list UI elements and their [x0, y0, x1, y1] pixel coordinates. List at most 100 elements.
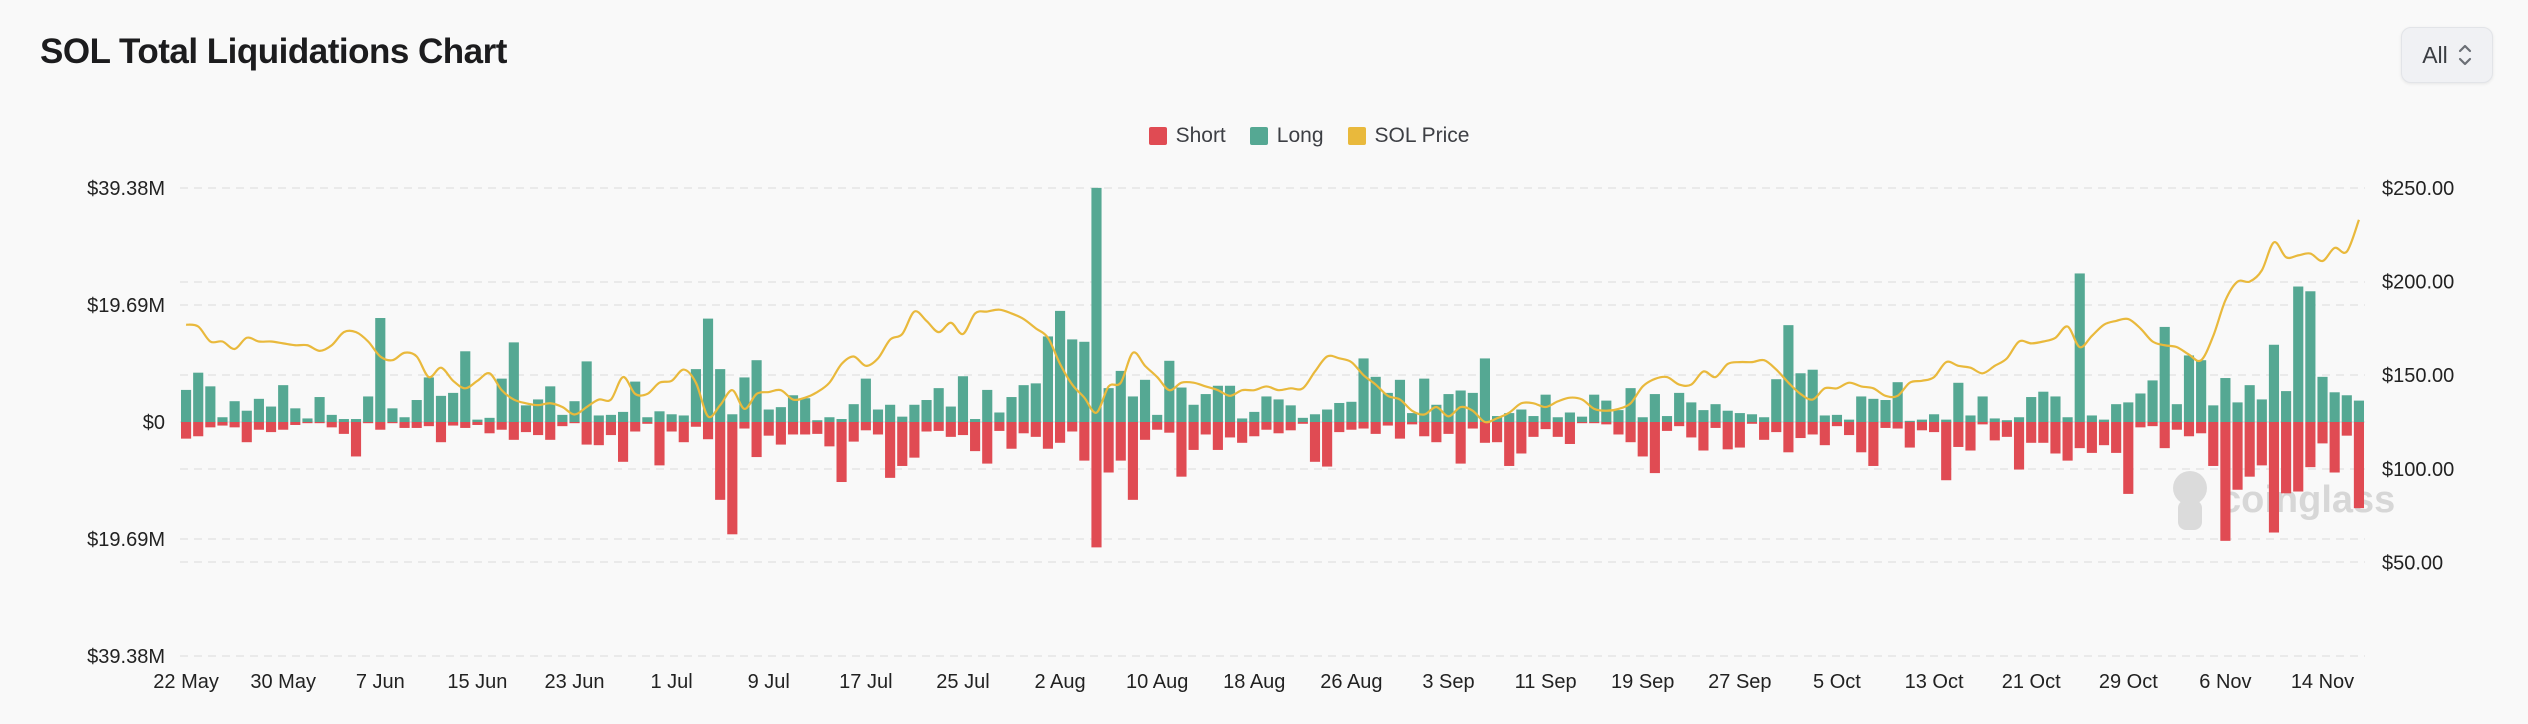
long-bar	[326, 414, 337, 422]
short-bar	[848, 422, 859, 442]
short-bar	[1929, 422, 1940, 433]
long-bar	[1941, 419, 1952, 422]
short-bar	[326, 422, 337, 428]
short-bar	[1127, 422, 1138, 500]
long-bar	[411, 400, 422, 422]
long-bar	[872, 409, 884, 422]
long-bar	[205, 386, 216, 422]
short-bar	[751, 422, 762, 458]
long-bar	[1807, 369, 1818, 422]
long-bar	[265, 406, 277, 422]
long-bar	[1103, 388, 1114, 422]
short-bar	[229, 422, 240, 428]
time-range-select[interactable]: All	[2401, 27, 2493, 83]
long-bar	[1892, 382, 1903, 422]
short-bar	[290, 422, 301, 425]
long-bar	[933, 388, 944, 422]
short-bar	[678, 422, 689, 443]
long-bar	[1977, 396, 1988, 422]
short-bar	[1649, 422, 1660, 474]
short-bar	[1637, 422, 1648, 457]
long-bar	[581, 361, 592, 422]
long-bar	[1698, 410, 1709, 422]
long-bar	[1249, 411, 1260, 422]
legend-item-long[interactable]: Long	[1249, 124, 1324, 148]
legend-item-short[interactable]: Short	[1148, 124, 1226, 148]
short-bar	[423, 422, 434, 427]
coinglass-watermark: coinglass	[2173, 471, 2395, 530]
short-bar	[1006, 422, 1017, 449]
long-bar	[1322, 409, 1333, 422]
y-left-tick-label: $0	[143, 412, 165, 434]
long-bar	[1443, 394, 1454, 422]
long-bar	[2256, 399, 2267, 422]
long-bar	[2268, 344, 2280, 422]
long-bar	[1419, 378, 1430, 422]
short-bar	[1407, 422, 1418, 425]
long-bar	[702, 318, 714, 422]
legend-label: SOL Price	[1374, 124, 1470, 147]
long-bar	[1783, 325, 1794, 422]
x-tick-label: 11 Sep	[1515, 671, 1577, 693]
long-bar	[1115, 370, 1126, 422]
long-bar	[520, 405, 532, 422]
short-bar	[1977, 422, 1988, 425]
short-bar	[970, 422, 981, 452]
long-bar	[484, 417, 495, 422]
short-bar	[1479, 422, 1490, 443]
short-bar	[1795, 422, 1806, 439]
long-bar	[2329, 392, 2340, 422]
short-bar	[1431, 422, 1442, 443]
long-bar	[1018, 385, 1029, 422]
short-bar	[957, 422, 969, 436]
watermark-logo-body	[2178, 500, 2202, 530]
long-bar	[2171, 404, 2182, 422]
long-bar	[2050, 396, 2061, 422]
short-bar	[484, 422, 495, 434]
short-bar	[1868, 422, 1879, 466]
long-bar	[2183, 355, 2195, 422]
x-tick-label: 2 Aug	[1034, 671, 1085, 693]
short-bar	[557, 422, 568, 427]
short-bar	[1516, 422, 1527, 454]
long-bar	[1431, 404, 1442, 422]
price-swatch	[1347, 127, 1366, 145]
short-bar	[2256, 422, 2267, 466]
short-bar	[885, 422, 896, 478]
short-bar	[1042, 422, 1053, 449]
x-tick-label: 15 Jun	[447, 671, 507, 693]
y-left-tick-label: $19.69M	[87, 295, 165, 317]
short-bar	[2183, 422, 2195, 437]
long-bar	[2098, 419, 2110, 422]
x-tick-label: 27 Sep	[1708, 671, 1771, 693]
long-bar	[654, 411, 665, 422]
long-bar	[1540, 394, 1551, 422]
long-bar	[2317, 376, 2328, 422]
short-bar	[2268, 422, 2280, 533]
long-bar	[1831, 414, 1843, 422]
long-bar	[1504, 413, 1515, 422]
long-bar	[2159, 326, 2170, 422]
x-tick-label: 22 May	[153, 671, 219, 693]
long-bar	[448, 392, 459, 422]
short-bar	[1746, 422, 1758, 424]
short-bar	[1139, 422, 1151, 440]
short-bar	[1322, 422, 1333, 467]
long-bar	[1528, 416, 1539, 422]
short-bar	[1831, 422, 1843, 427]
short-bar	[1953, 422, 1964, 447]
long-bar	[1297, 417, 1308, 422]
long-bar	[1139, 379, 1151, 422]
long-bar	[387, 408, 398, 422]
long-bar	[824, 417, 835, 422]
long-bar	[1661, 416, 1673, 422]
long-bar	[1989, 418, 2000, 422]
short-bar	[533, 422, 544, 436]
x-tick-label: 26 Aug	[1320, 671, 1382, 693]
long-bar	[739, 377, 750, 422]
legend-item-price[interactable]: SOL Price	[1347, 124, 1470, 148]
time-range-value: All	[2422, 41, 2448, 68]
long-bar	[290, 408, 301, 422]
long-bar	[1722, 410, 1733, 422]
short-bar	[302, 422, 313, 424]
